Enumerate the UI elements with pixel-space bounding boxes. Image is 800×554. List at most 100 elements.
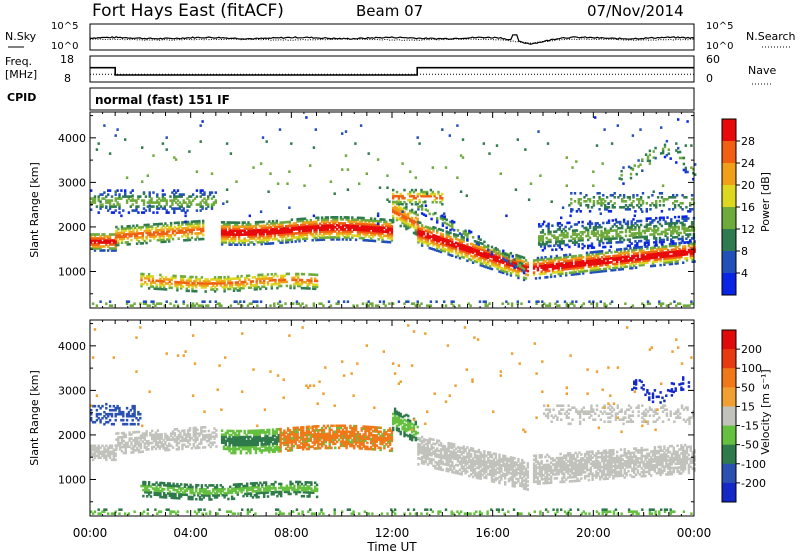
echo-cell <box>260 220 263 224</box>
echo-cell <box>292 234 295 237</box>
echo-cell <box>451 250 454 253</box>
echo-cell <box>183 431 186 435</box>
echo-cell <box>180 281 183 284</box>
echo-cell <box>403 222 406 226</box>
echo-cell <box>640 263 643 267</box>
echo-cell <box>504 266 507 269</box>
echo-cell <box>577 233 580 236</box>
echo-cell <box>274 278 277 282</box>
echo-cell <box>517 274 520 278</box>
echo-cell <box>135 446 139 450</box>
echo-cell <box>262 220 265 224</box>
echo-cell <box>107 249 110 252</box>
echo-cell <box>225 142 229 145</box>
echo-cell <box>97 446 100 450</box>
echo-cell <box>224 233 227 236</box>
echo-cell <box>624 234 628 238</box>
echo-cell <box>673 223 677 227</box>
echo-cell <box>540 272 543 276</box>
echo-cell <box>596 200 599 203</box>
echo-cell <box>263 281 266 284</box>
echo-cell <box>345 218 348 221</box>
echo-cell <box>151 281 155 284</box>
echo-cell <box>203 300 206 303</box>
echo-cell <box>95 245 99 248</box>
echo-cell <box>575 233 579 236</box>
echo-cell <box>579 235 582 238</box>
echo-cell <box>164 240 167 243</box>
echo-cell <box>577 239 580 242</box>
echo-cell <box>193 281 196 285</box>
echo-cell <box>259 300 263 303</box>
echo-cell <box>237 302 240 305</box>
echo-cell <box>95 304 99 307</box>
echo-cell <box>648 257 651 260</box>
echo-cell <box>139 438 143 442</box>
echo-cell <box>687 241 690 244</box>
echo-cell <box>655 229 658 232</box>
echo-cell <box>139 436 143 440</box>
echo-cell <box>186 203 189 206</box>
echo-cell <box>185 287 188 291</box>
echo-cell <box>592 234 596 237</box>
echo-cell <box>315 238 318 242</box>
echo-cell <box>540 262 543 265</box>
echo-cell <box>254 227 258 230</box>
echo-cell <box>614 262 617 266</box>
echo-cell <box>330 232 333 235</box>
echo-cell <box>685 237 688 240</box>
echo-cell <box>439 228 443 232</box>
echo-cell <box>414 210 417 214</box>
echo-cell <box>219 282 222 285</box>
echo-cell <box>219 278 222 281</box>
echo-cell <box>557 270 560 274</box>
echo-cell <box>339 216 343 219</box>
echo-cell <box>110 452 114 456</box>
echo-cell <box>294 226 297 229</box>
echo-cell <box>678 156 682 160</box>
echo-cell <box>570 273 574 276</box>
echo-cell <box>505 270 509 274</box>
echo-cell <box>597 250 600 253</box>
echo-cell <box>604 206 607 209</box>
echo-cell <box>385 222 388 226</box>
echo-cell <box>139 442 143 446</box>
echo-cell <box>546 269 549 273</box>
echo-cell <box>193 197 197 200</box>
echo-cell <box>384 304 387 307</box>
echo-cell <box>230 239 233 242</box>
echo-cell <box>147 229 150 233</box>
echo-cell <box>504 258 507 262</box>
echo-cell <box>636 194 639 197</box>
echo-cell <box>244 284 247 288</box>
echo-cell <box>191 289 194 293</box>
echo-cell <box>682 253 685 256</box>
echo-cell <box>97 450 100 454</box>
echo-cell <box>661 249 664 253</box>
echo-cell <box>405 223 408 227</box>
echo-cell <box>173 438 177 441</box>
echo-cell <box>643 229 647 233</box>
echo-cell <box>188 201 191 204</box>
echo-cell <box>354 238 358 242</box>
echo-cell <box>622 238 626 242</box>
echo-cell <box>432 244 435 247</box>
echo-cell <box>623 247 626 251</box>
echo-cell <box>602 269 606 273</box>
echo-cell <box>293 282 296 286</box>
echo-cell <box>283 231 286 234</box>
echo-cell <box>254 225 258 228</box>
echo-cell <box>571 166 574 169</box>
colorbar-tick-label: 24 <box>741 157 755 170</box>
echo-cell <box>285 226 288 230</box>
echo-cell <box>541 304 544 307</box>
echo-cell <box>129 304 132 307</box>
echo-cell <box>114 134 117 137</box>
echo-cell <box>682 162 686 166</box>
echo-cell <box>90 243 93 246</box>
echo-cell <box>511 264 514 268</box>
echo-cell <box>105 406 108 410</box>
echo-cell <box>507 263 511 266</box>
echo-cell <box>576 262 579 266</box>
echo-cell <box>638 225 641 229</box>
